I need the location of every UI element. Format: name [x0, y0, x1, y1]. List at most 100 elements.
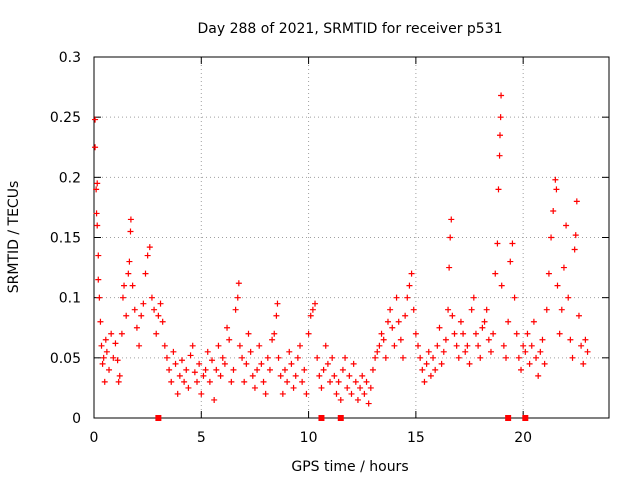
data-point	[446, 264, 453, 271]
data-point	[533, 354, 540, 361]
data-point	[157, 300, 164, 307]
data-point	[575, 312, 582, 319]
data-point	[367, 384, 374, 391]
data-point	[178, 357, 185, 364]
data-point	[498, 92, 505, 99]
data-point	[520, 342, 527, 349]
data-point	[245, 330, 252, 337]
data-point	[468, 306, 475, 313]
data-point	[236, 342, 243, 349]
data-point	[374, 348, 381, 355]
baseline-marker	[337, 415, 344, 421]
data-point	[198, 390, 205, 397]
y-tick-label: 0.2	[59, 170, 81, 186]
data-point	[548, 234, 555, 241]
data-point	[93, 186, 100, 193]
y-tick-label: 0	[72, 411, 81, 427]
data-point	[339, 366, 346, 373]
data-point	[535, 372, 542, 379]
x-tick-label: 5	[197, 430, 206, 446]
data-point	[333, 390, 340, 397]
data-point	[92, 116, 99, 123]
data-point	[194, 378, 200, 385]
data-point	[286, 348, 293, 355]
data-point	[269, 336, 276, 343]
x-tick-label: 20	[514, 430, 532, 446]
data-point	[436, 324, 443, 331]
data-point	[170, 348, 177, 355]
data-point	[404, 294, 411, 301]
data-point	[191, 369, 198, 376]
data-point	[410, 306, 417, 313]
data-point	[305, 330, 312, 337]
data-point	[556, 330, 563, 337]
data-point	[485, 336, 492, 343]
data-point	[495, 186, 502, 193]
data-point	[494, 240, 501, 247]
data-point	[470, 294, 477, 301]
x-axis-label: GPS time / hours	[291, 459, 408, 475]
data-point	[275, 354, 282, 361]
data-point	[299, 378, 306, 385]
data-point	[505, 318, 512, 325]
data-point	[472, 330, 479, 337]
data-point	[166, 366, 173, 373]
data-point	[335, 378, 342, 385]
data-point	[365, 400, 372, 407]
data-point	[112, 340, 119, 347]
data-point	[423, 360, 430, 367]
data-point	[274, 300, 281, 307]
data-point	[331, 372, 338, 379]
data-point	[567, 336, 574, 343]
data-point	[226, 336, 233, 343]
data-point	[578, 342, 585, 349]
data-point	[314, 354, 321, 361]
data-point	[159, 318, 166, 325]
data-point	[151, 306, 158, 313]
data-point	[445, 306, 452, 313]
data-point	[146, 244, 153, 251]
data-point	[384, 318, 391, 325]
data-point	[530, 318, 537, 325]
data-point	[264, 354, 271, 361]
data-point	[94, 222, 101, 229]
data-point	[284, 378, 291, 385]
data-point	[393, 294, 400, 301]
data-point	[290, 384, 297, 391]
data-point	[168, 378, 175, 385]
data-point	[213, 366, 220, 373]
data-point	[279, 390, 286, 397]
data-point	[232, 306, 239, 313]
data-point	[515, 354, 522, 361]
data-point	[550, 208, 557, 215]
baseline-marker	[318, 415, 325, 421]
data-point	[518, 366, 525, 373]
data-point	[563, 222, 570, 229]
data-point	[106, 366, 113, 373]
data-point	[303, 390, 310, 397]
data-point	[153, 330, 160, 337]
data-point	[572, 232, 579, 239]
data-point	[121, 282, 128, 289]
data-point	[500, 342, 507, 349]
data-point	[344, 384, 351, 391]
data-point	[541, 360, 548, 367]
data-point	[103, 348, 110, 355]
data-point	[200, 372, 207, 379]
data-point	[251, 384, 258, 391]
data-point	[230, 366, 237, 373]
data-point	[123, 312, 130, 319]
data-point	[219, 354, 226, 361]
data-point	[475, 342, 482, 349]
data-point	[348, 390, 355, 397]
data-point	[453, 342, 460, 349]
data-point	[582, 336, 589, 343]
data-point	[460, 330, 467, 337]
data-point	[490, 330, 497, 337]
data-point	[254, 366, 261, 373]
data-point	[108, 330, 115, 337]
data-point	[363, 378, 370, 385]
data-point	[462, 348, 469, 355]
data-point	[318, 384, 325, 391]
data-point	[427, 372, 434, 379]
